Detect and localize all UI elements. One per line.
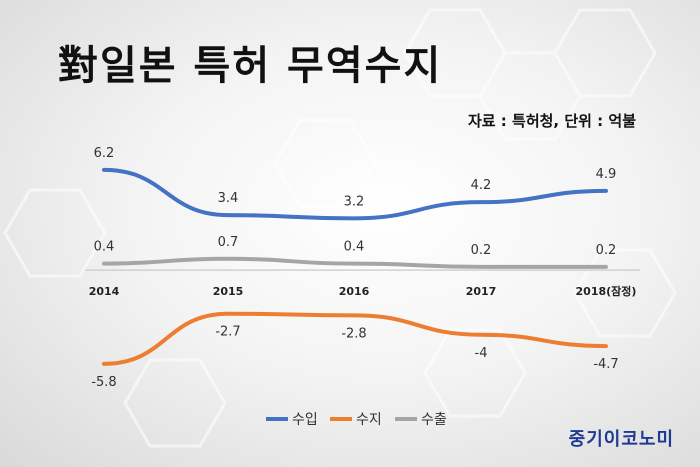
x-tick-layer: 2014 2015 2016 2017 2018(잠정)	[89, 284, 637, 298]
x-tick-label: 2018(잠정)	[576, 284, 637, 298]
series-layer	[102, 167, 608, 366]
brand-logo: 중기이코노미	[568, 429, 674, 450]
x-tick-label: 2016	[339, 285, 370, 298]
x-tick-label: 2014	[89, 285, 120, 298]
legend-label: 수출	[421, 412, 447, 428]
legend-label: 수지	[356, 412, 382, 428]
series-line-0	[102, 167, 608, 221]
data-label: -4	[475, 346, 488, 361]
data-label-layer: 6.2 3.4 3.2 4.2 4.9 -5.8 -2.7 -2.8 -4 -4.7 0.4 0.7 0…	[91, 146, 618, 390]
data-label: 6.2	[94, 146, 115, 161]
series-line-1	[102, 311, 608, 366]
data-label: -5.8	[91, 375, 116, 390]
data-label: 0.2	[596, 243, 617, 258]
legend: 수입 수지 수출	[266, 412, 447, 428]
legend-item: 수출	[395, 412, 447, 428]
source-note: 자료 : 특허청, 단위 : 억불	[467, 112, 636, 130]
legend-item: 수입	[266, 412, 318, 428]
data-label: 0.4	[94, 240, 115, 255]
chart-title: 對일본 특허 무역수지	[58, 43, 443, 89]
data-label: -2.7	[215, 325, 240, 340]
data-label: 0.7	[218, 235, 239, 250]
legend-label: 수입	[292, 412, 318, 428]
legend-item: 수지	[330, 412, 382, 428]
x-tick-label: 2017	[466, 285, 497, 298]
data-label: -4.7	[593, 357, 618, 372]
x-tick-label: 2015	[213, 285, 244, 298]
data-label: 3.2	[344, 194, 365, 209]
data-label: 4.2	[471, 178, 492, 193]
data-label: -2.8	[341, 326, 366, 341]
data-label: 0.4	[344, 240, 365, 255]
data-label: 4.9	[596, 167, 617, 182]
data-label: 0.2	[471, 243, 492, 258]
data-label: 3.4	[218, 191, 239, 206]
series-line-2	[102, 256, 608, 269]
